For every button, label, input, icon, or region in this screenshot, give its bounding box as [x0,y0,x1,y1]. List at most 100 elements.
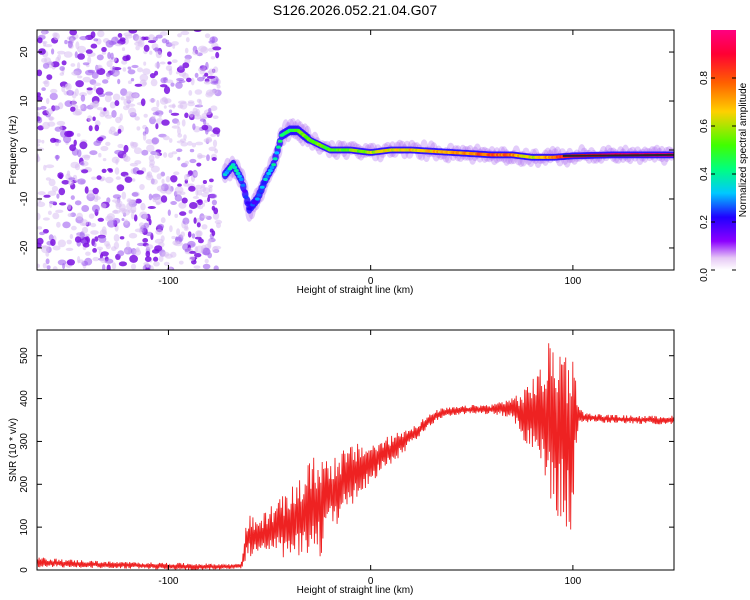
noise-speckle [125,177,133,183]
noise-speckle [213,127,221,134]
noise-speckle [98,236,106,243]
noise-speckle [37,238,44,245]
noise-speckle [169,225,173,232]
noise-speckle [56,155,59,161]
noise-speckle [102,52,106,55]
noise-speckle [76,213,83,221]
noise-speckle [37,202,45,208]
noise-speckle [213,115,219,119]
noise-speckle [37,37,42,43]
noise-speckle [212,206,215,211]
spectrogram-panel: -100 0 100-20-1001020 Height of straight l… [8,28,677,296]
noise-speckle [105,216,113,222]
ridge-core [262,182,267,185]
noise-speckle [69,144,76,151]
noise-speckle [143,62,146,66]
noise-speckle [127,210,136,213]
noise-speckle [137,126,141,130]
noise-speckle [117,184,125,191]
noise-speckle [193,108,198,115]
noise-speckle [65,84,70,89]
noise-speckle [194,217,197,224]
noise-speckle [103,158,107,161]
noise-speckle [43,263,47,269]
noise-speckle [173,171,179,175]
noise-speckle [145,256,152,262]
noise-speckle [161,119,169,125]
noise-speckle [181,142,188,147]
noise-speckle [44,80,50,87]
colorbar-gradient [711,30,736,270]
noise-speckle [113,210,118,214]
noise-speckle [82,155,91,159]
noise-speckle [81,162,84,165]
noise-speckle [130,163,138,167]
noise-speckle [108,169,113,173]
noise-speckle [67,259,75,265]
noise-speckle [194,114,202,119]
noise-speckle [212,200,217,206]
noise-speckle [75,200,82,205]
noise-speckle [182,198,188,204]
noise-speckle [188,90,192,96]
noise-speckle [85,252,91,256]
ridge-core [257,194,262,197]
noise-speckle [83,62,90,65]
noise-speckle [98,218,104,222]
noise-speckle [79,36,88,40]
noise-speckle [105,115,113,119]
x-tick-label: 100 [565,276,582,287]
noise-speckle [112,66,115,74]
noise-speckle [153,48,162,51]
noise-speckle [153,257,158,262]
noise-speckle [114,150,123,155]
noise-speckle [64,131,73,137]
noise-speckle [161,195,167,202]
noise-speckle [120,113,123,121]
noise-speckle [46,258,50,264]
noise-speckle [189,202,198,209]
noise-speckle [61,86,65,93]
noise-speckle [212,246,219,253]
noise-speckle [73,111,82,116]
noise-speckle [122,218,125,221]
snr-plot-area [37,330,674,570]
noise-speckle [159,114,162,118]
noise-speckle [44,57,51,63]
noise-speckle [124,219,128,225]
noise-speckle [92,117,95,122]
noise-speckle [208,69,214,76]
noise-speckle [188,186,195,192]
noise-speckle [72,99,76,107]
spectrogram-y-axis-label: Frequency (Hz) [8,116,19,185]
noise-speckle [156,202,160,206]
noise-speckle [93,188,99,194]
noise-speckle [67,204,71,210]
y-tick-label: 100 [19,518,30,535]
noise-speckle [170,201,177,205]
noise-speckle [81,205,89,212]
noise-speckle [135,199,141,204]
ridge-core [263,178,268,181]
noise-speckle [185,249,189,252]
noise-speckle [94,198,98,202]
noise-speckle [168,152,173,158]
y-tick-label: 500 [19,347,30,364]
ridge-core [255,197,260,200]
noise-speckle [203,264,211,270]
noise-speckle [75,236,81,243]
noise-speckle [127,198,132,203]
noise-speckle [71,195,75,200]
noise-speckle [193,196,199,199]
noise-speckle [202,125,209,131]
noise-speckle [183,134,187,140]
noise-speckle [195,189,198,197]
noise-speckle [151,79,158,86]
ridge-core [242,190,247,193]
noise-speckle [200,47,208,54]
colorbar: 0.00.20.40.60.8 Normalized spectral ampl… [699,30,749,282]
noise-speckle [210,229,214,233]
noise-speckle [67,240,72,245]
noise-speckle [41,140,44,144]
noise-speckle [100,146,108,151]
